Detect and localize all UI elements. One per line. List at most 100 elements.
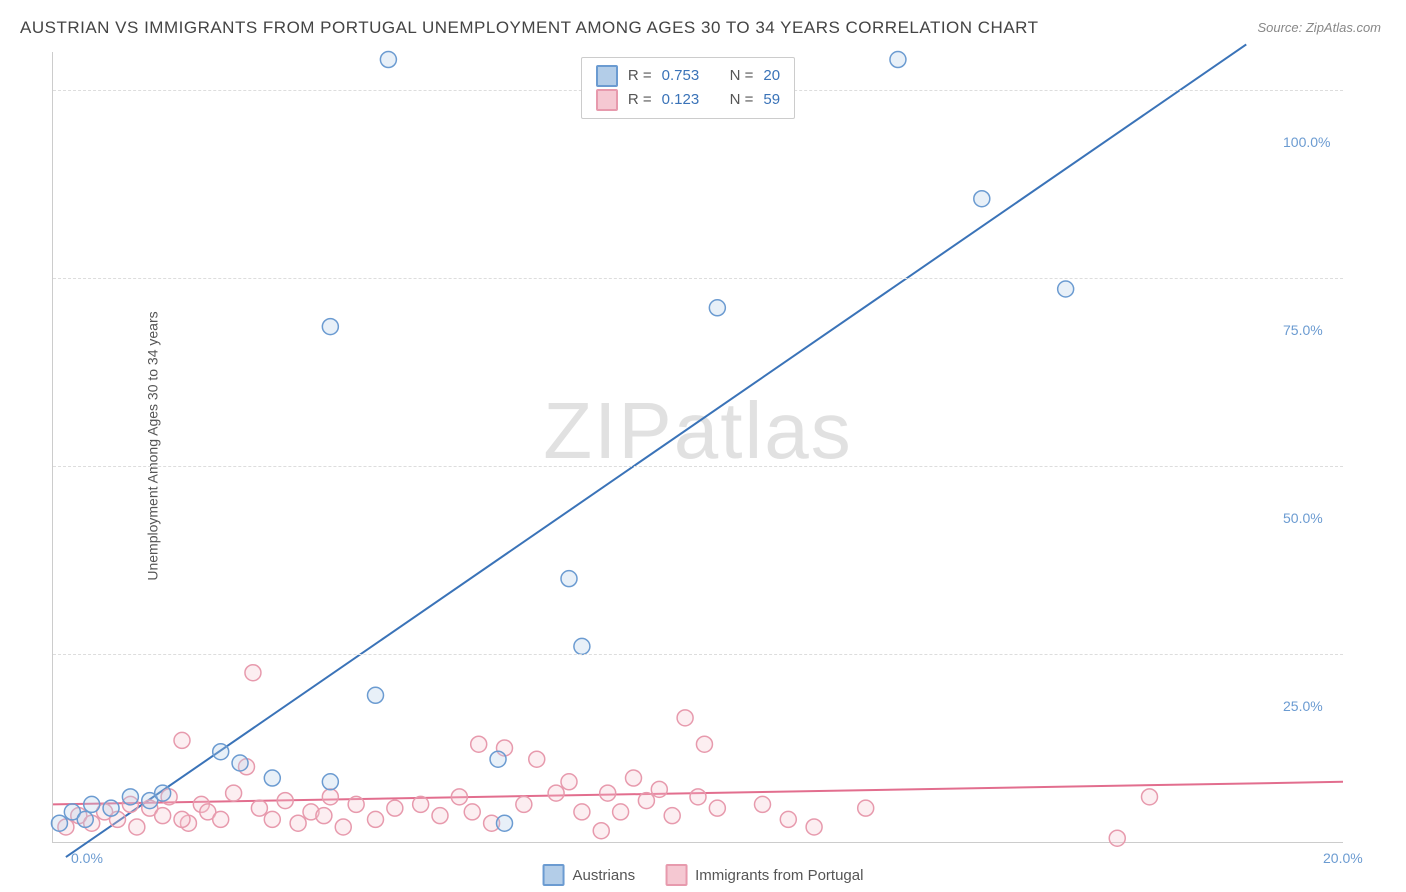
data-point: [84, 796, 100, 812]
data-point: [380, 52, 396, 68]
data-point: [638, 793, 654, 809]
data-point: [322, 774, 338, 790]
data-point: [264, 770, 280, 786]
data-point: [322, 789, 338, 805]
x-tick-label: 0.0%: [71, 850, 103, 866]
source-attribution: Source: ZipAtlas.com: [1257, 20, 1381, 35]
legend-bottom-label: Immigrants from Portugal: [695, 867, 863, 884]
data-point: [348, 796, 364, 812]
data-point: [780, 811, 796, 827]
y-tick-label: 50.0%: [1283, 510, 1333, 526]
data-point: [290, 815, 306, 831]
data-point: [316, 808, 332, 824]
data-point: [226, 785, 242, 801]
data-point: [613, 804, 629, 820]
svg-layer: [53, 52, 1343, 842]
gridline-h: [53, 278, 1343, 279]
data-point: [432, 808, 448, 824]
data-point: [245, 665, 261, 681]
data-point: [858, 800, 874, 816]
data-point: [1142, 789, 1158, 805]
data-point: [651, 781, 667, 797]
data-point: [251, 800, 267, 816]
plot-area: ZIPatlas 25.0%50.0%75.0%100.0%0.0%20.0%: [52, 52, 1343, 843]
chart-title: AUSTRIAN VS IMMIGRANTS FROM PORTUGAL UNE…: [20, 18, 1039, 38]
data-point: [264, 811, 280, 827]
legend-n-label: N =: [730, 64, 754, 88]
data-point: [174, 732, 190, 748]
data-point: [806, 819, 822, 835]
data-point: [548, 785, 564, 801]
data-point: [451, 789, 467, 805]
legend-swatch: [543, 864, 565, 886]
data-point: [464, 804, 480, 820]
data-point: [387, 800, 403, 816]
gridline-h: [53, 654, 1343, 655]
y-tick-label: 75.0%: [1283, 322, 1333, 338]
data-point: [677, 710, 693, 726]
x-tick-label: 20.0%: [1323, 850, 1363, 866]
legend-swatch: [596, 89, 618, 111]
gridline-h: [53, 466, 1343, 467]
data-point: [471, 736, 487, 752]
legend-top: R = 0.753 N = 20 R = 0.123 N = 59: [581, 57, 795, 119]
data-point: [368, 687, 384, 703]
data-point: [213, 744, 229, 760]
data-point: [755, 796, 771, 812]
data-point: [335, 819, 351, 835]
data-point: [974, 191, 990, 207]
data-point: [155, 808, 171, 824]
data-point: [664, 808, 680, 824]
data-point: [213, 811, 229, 827]
legend-r-label: R =: [628, 88, 652, 112]
data-point: [529, 751, 545, 767]
legend-n-label: N =: [730, 88, 754, 112]
data-point: [277, 793, 293, 809]
legend-r-label: R =: [628, 64, 652, 88]
legend-r-value: 0.753: [662, 64, 710, 88]
legend-bottom: Austrians Immigrants from Portugal: [543, 864, 864, 886]
data-point: [593, 823, 609, 839]
data-point: [129, 819, 145, 835]
legend-bottom-item: Immigrants from Portugal: [665, 864, 863, 886]
data-point: [413, 796, 429, 812]
data-point: [696, 736, 712, 752]
legend-n-value: 59: [763, 88, 780, 112]
data-point: [322, 319, 338, 335]
data-point: [890, 52, 906, 68]
data-point: [626, 770, 642, 786]
data-point: [77, 811, 93, 827]
y-tick-label: 25.0%: [1283, 698, 1333, 714]
data-point: [103, 800, 119, 816]
data-point: [690, 789, 706, 805]
data-point: [574, 638, 590, 654]
data-point: [574, 804, 590, 820]
data-point: [1058, 281, 1074, 297]
legend-bottom-label: Austrians: [573, 867, 636, 884]
legend-row: R = 0.753 N = 20: [596, 64, 780, 88]
data-point: [490, 751, 506, 767]
data-point: [232, 755, 248, 771]
regression-line: [66, 44, 1246, 857]
data-point: [561, 774, 577, 790]
data-point: [561, 571, 577, 587]
legend-swatch: [596, 65, 618, 87]
data-point: [155, 785, 171, 801]
data-point: [709, 800, 725, 816]
legend-n-value: 20: [763, 64, 780, 88]
data-point: [1109, 830, 1125, 846]
data-point: [709, 300, 725, 316]
data-point: [600, 785, 616, 801]
legend-r-value: 0.123: [662, 88, 710, 112]
y-tick-label: 100.0%: [1283, 134, 1333, 150]
data-point: [122, 789, 138, 805]
data-point: [174, 811, 190, 827]
data-point: [51, 815, 67, 831]
legend-swatch: [665, 864, 687, 886]
chart-container: AUSTRIAN VS IMMIGRANTS FROM PORTUGAL UNE…: [0, 0, 1406, 892]
data-point: [497, 815, 513, 831]
data-point: [368, 811, 384, 827]
legend-bottom-item: Austrians: [543, 864, 636, 886]
data-point: [516, 796, 532, 812]
legend-row: R = 0.123 N = 59: [596, 88, 780, 112]
